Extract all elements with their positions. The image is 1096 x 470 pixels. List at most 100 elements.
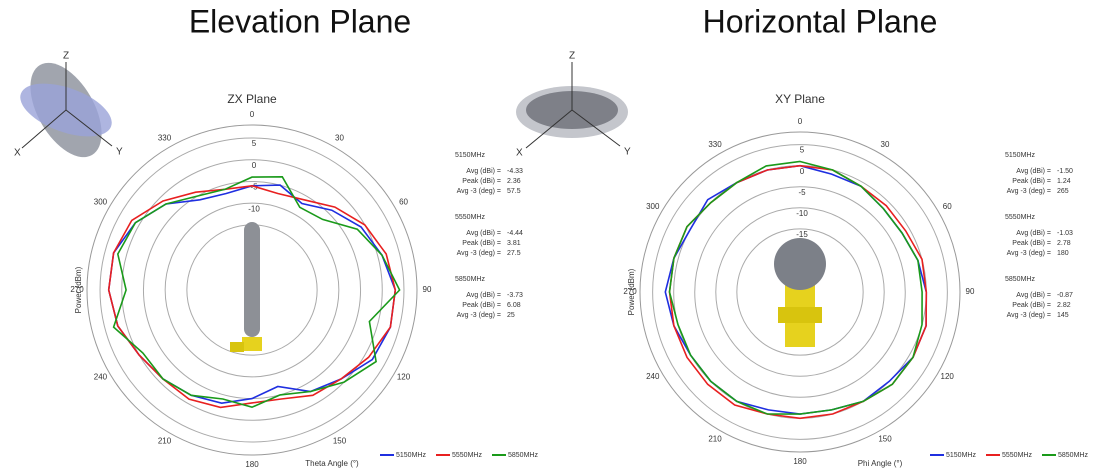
- chart-title: XY Plane: [775, 92, 825, 106]
- theta-tick-label: 90: [423, 285, 432, 294]
- theta-tick-label: 150: [878, 434, 892, 443]
- svg-text:X: X: [516, 148, 523, 159]
- r-tick-label: 5: [252, 139, 257, 148]
- x-axis-label: Theta Angle (°): [305, 459, 359, 468]
- theta-tick-label: 60: [399, 198, 408, 207]
- theta-tick-label: 330: [158, 134, 172, 143]
- theta-tick-label: 330: [708, 140, 722, 149]
- stats-value: -1.50: [1057, 168, 1073, 175]
- r-tick-label: 0: [800, 167, 805, 176]
- theta-tick-label: 120: [941, 372, 955, 381]
- stats-value: 27.5: [507, 250, 521, 257]
- theta-tick-label: 120: [397, 373, 411, 382]
- stats-label: Avg (dBi) =: [466, 168, 501, 175]
- stats-label: Avg -3 (deg) =: [457, 188, 501, 195]
- theta-tick-label: 30: [335, 134, 344, 143]
- antenna-base: [242, 337, 262, 351]
- r-tick-label: 5: [800, 146, 805, 155]
- theta-tick-label: 180: [245, 460, 259, 469]
- antenna-base: [778, 307, 822, 323]
- stats-header: 5150MHz: [1005, 152, 1035, 159]
- stats-header: 5850MHz: [455, 276, 485, 283]
- stats-label: Avg -3 (deg) =: [1007, 312, 1051, 319]
- stats-value: -1.03: [1057, 230, 1073, 237]
- svg-text:Z: Z: [63, 51, 69, 62]
- legend-label: 5550MHz: [452, 452, 482, 459]
- stats-label: Avg (dBi) =: [466, 292, 501, 299]
- stats-label: Peak (dBi) =: [462, 178, 501, 185]
- stats-value: -3.73: [507, 292, 523, 299]
- legend-label: 5150MHz: [946, 452, 976, 459]
- stats-label: Peak (dBi) =: [462, 302, 501, 309]
- x-axis-label: Phi Angle (°): [858, 459, 903, 468]
- stats-value: -0.87: [1057, 292, 1073, 299]
- theta-tick-label: 150: [333, 437, 347, 446]
- antenna-base: [230, 342, 244, 352]
- stats-value: 180: [1057, 250, 1069, 257]
- axis-icon-xy: Z X Y: [516, 51, 631, 159]
- theta-tick-label: 210: [708, 434, 722, 443]
- stats-header: 5150MHz: [455, 152, 485, 159]
- theta-tick-label: 180: [793, 457, 807, 466]
- stats-label: Avg -3 (deg) =: [1007, 188, 1051, 195]
- stats-value: 145: [1057, 312, 1069, 319]
- stats-label: Avg (dBi) =: [1016, 230, 1051, 237]
- stats-label: Peak (dBi) =: [1012, 302, 1051, 309]
- stats-header: 5850MHz: [1005, 276, 1035, 283]
- stats-value: 6.08: [507, 302, 521, 309]
- stats-header: 5550MHz: [455, 214, 485, 221]
- stats-value: -4.44: [507, 230, 523, 237]
- stats-header: 5550MHz: [1005, 214, 1035, 221]
- page: Z X Y Z X Y Elevation Plane ZX Plane 5 0 -5 -10 -1…: [0, 0, 1096, 470]
- svg-text:Y: Y: [116, 147, 123, 158]
- r-tick-label: 0: [252, 161, 257, 170]
- r-tick-label: -10: [248, 204, 260, 213]
- stats-label: Avg -3 (deg) =: [457, 312, 501, 319]
- legend-label: 5850MHz: [1058, 452, 1088, 459]
- heading: Elevation Plane: [189, 3, 411, 39]
- svg-text:X: X: [14, 148, 21, 159]
- antenna-ball: [774, 238, 826, 290]
- theta-tick-label: 30: [881, 140, 890, 149]
- legend-label: 5850MHz: [508, 452, 538, 459]
- stats-value: 265: [1057, 188, 1069, 195]
- stats-value: 3.81: [507, 240, 521, 247]
- theta-tick-label: 240: [646, 372, 660, 381]
- svg-text:Y: Y: [624, 147, 631, 158]
- stats-label: Peak (dBi) =: [1012, 178, 1051, 185]
- legend-label: 5550MHz: [1002, 452, 1032, 459]
- stats-label: Avg (dBi) =: [1016, 168, 1051, 175]
- y-axis-label: Power (dBm): [74, 266, 83, 313]
- stats-value: 2.78: [1057, 240, 1071, 247]
- stats-label: Avg (dBi) =: [466, 230, 501, 237]
- legend-label: 5150MHz: [396, 452, 426, 459]
- theta-tick-label: 90: [966, 287, 975, 296]
- theta-tick-label: 300: [646, 202, 660, 211]
- r-tick-label: -5: [798, 188, 806, 197]
- y-axis-label: Power (dBm): [627, 268, 636, 315]
- theta-tick-label: 240: [94, 373, 108, 382]
- theta-tick-label: 300: [94, 198, 108, 207]
- axis-icon-zx: Z X Y: [13, 51, 123, 169]
- stats-label: Peak (dBi) =: [1012, 240, 1051, 247]
- theta-tick-label: 0: [798, 117, 803, 126]
- heading: Horizontal Plane: [703, 3, 938, 39]
- stats-label: Peak (dBi) =: [462, 240, 501, 247]
- theta-tick-label: 210: [158, 437, 172, 446]
- stats-label: Avg -3 (deg) =: [1007, 250, 1051, 257]
- stats-value: 2.82: [1057, 302, 1071, 309]
- stats-label: Avg -3 (deg) =: [457, 250, 501, 257]
- svg-text:Z: Z: [569, 51, 575, 62]
- stats-value: 57.5: [507, 188, 521, 195]
- chart-title: ZX Plane: [227, 92, 277, 106]
- theta-tick-label: 0: [250, 110, 255, 119]
- r-tick-label: -10: [796, 209, 808, 218]
- stats-value: 1.24: [1057, 178, 1071, 185]
- stats-label: Avg (dBi) =: [1016, 292, 1051, 299]
- stats-value: 2.36: [507, 178, 521, 185]
- r-tick-label: -15: [796, 230, 808, 239]
- stats-value: -4.33: [507, 168, 523, 175]
- theta-tick-label: 60: [943, 202, 952, 211]
- antenna: [244, 222, 260, 337]
- stats-value: 25: [507, 312, 515, 319]
